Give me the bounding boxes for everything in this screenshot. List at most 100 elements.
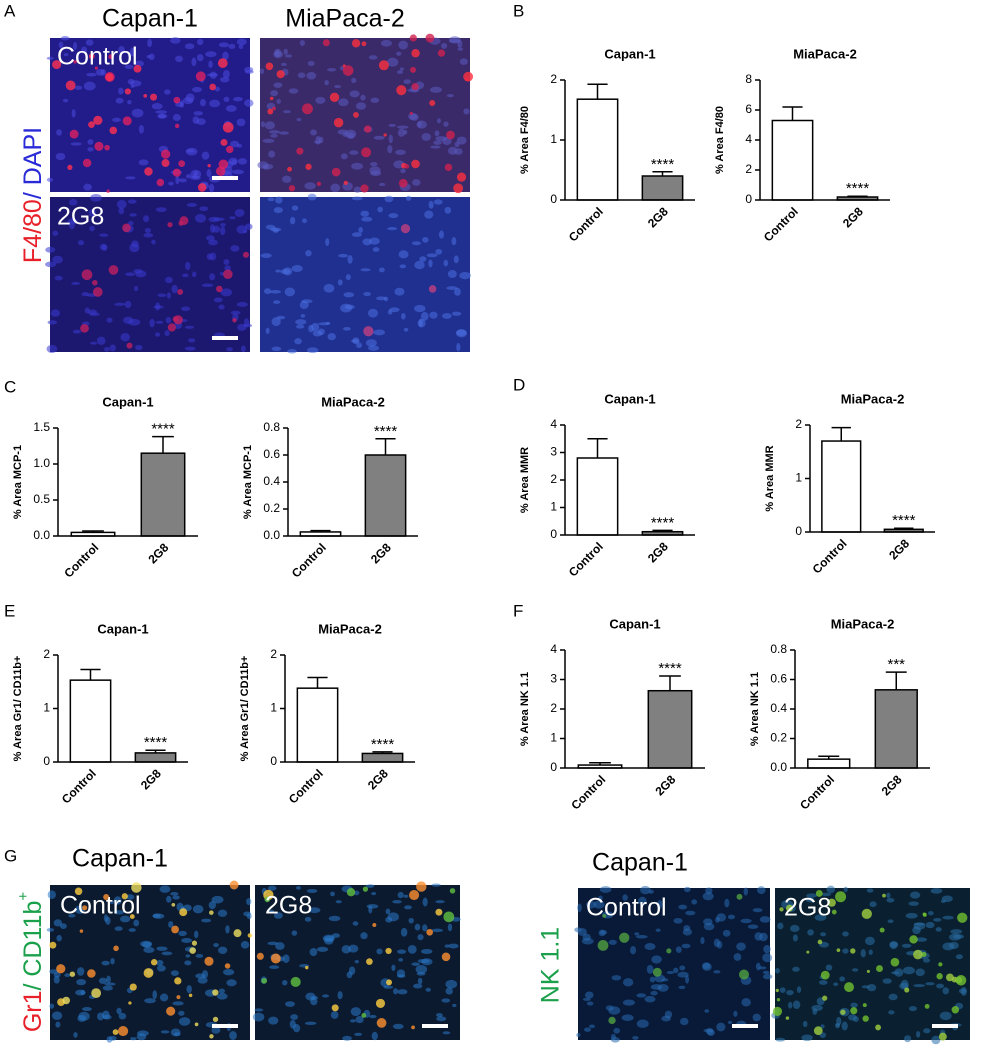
nucleus <box>356 342 363 349</box>
x-tick-label: 2G8 <box>886 536 912 562</box>
nucleus <box>118 207 125 215</box>
nucleus <box>304 1021 317 1025</box>
nucleus <box>888 993 898 1001</box>
stain-spot <box>247 933 253 938</box>
stain-spot <box>449 888 456 894</box>
stain-spot <box>175 123 180 129</box>
stain-spot <box>822 995 828 1001</box>
nucleus <box>259 68 265 75</box>
stain-spot <box>216 285 223 293</box>
nucleus <box>305 992 316 1001</box>
nucleus <box>170 891 179 896</box>
micrographs <box>45 33 970 1045</box>
stain-spot <box>74 887 83 896</box>
nucleus <box>156 965 166 972</box>
nucleus <box>148 53 155 61</box>
nucleus <box>942 915 954 920</box>
nucleus <box>208 183 215 193</box>
row-label: Control <box>57 43 138 71</box>
stain-spot <box>409 111 413 115</box>
x-tick-label: Control <box>566 539 606 579</box>
nucleus <box>426 253 438 258</box>
nucleus <box>621 1014 634 1022</box>
nucleus <box>84 307 90 314</box>
nucleus <box>68 913 76 918</box>
nucleus <box>679 965 686 971</box>
bar-chart: MiaPaca-2 % Area Gr1/ CD11b+ 0 1 2 Control ***… <box>239 621 415 807</box>
nucleus <box>369 237 380 245</box>
stain-spot <box>143 968 154 978</box>
nucleus <box>192 271 197 278</box>
stain-part: Gr1 <box>19 990 47 1032</box>
stain-spot <box>331 167 341 177</box>
nucleus <box>46 56 54 60</box>
column-title: Capan-1 <box>72 845 168 873</box>
stain-spot <box>597 940 609 951</box>
stain-spot <box>171 925 179 934</box>
nucleus <box>442 1031 451 1035</box>
stain-spot <box>103 893 110 901</box>
nucleus <box>348 944 359 953</box>
nucleus <box>104 982 116 986</box>
panel-label: A <box>4 1 16 20</box>
nucleus <box>238 44 244 49</box>
nucleus <box>414 260 425 270</box>
nucleus <box>220 288 233 297</box>
nucleus <box>338 253 349 258</box>
nucleus <box>133 919 140 927</box>
stain-spot <box>128 1001 132 1005</box>
nucleus <box>275 269 281 273</box>
stain-spot <box>80 323 89 333</box>
nucleus <box>272 228 279 233</box>
nucleus <box>608 939 617 945</box>
nucleus <box>685 910 696 916</box>
nucleus <box>338 98 349 107</box>
nucleus <box>75 989 86 996</box>
stain-spot <box>105 73 114 82</box>
nucleus <box>942 987 949 995</box>
nucleus <box>368 55 378 60</box>
nucleus <box>128 220 134 226</box>
nucleus <box>378 182 386 187</box>
nucleus <box>414 304 426 313</box>
stain-spot <box>178 160 186 168</box>
stain-spot <box>122 223 131 233</box>
nucleus <box>716 940 723 949</box>
nucleus <box>87 139 94 145</box>
nucleus <box>264 121 276 130</box>
stain-spot <box>366 958 373 965</box>
nucleus <box>586 900 597 909</box>
stain-spot <box>736 893 743 900</box>
stain-spot <box>882 893 886 898</box>
nucleus <box>610 1036 620 1043</box>
nucleus <box>788 1001 793 1009</box>
nucleus <box>271 346 282 351</box>
nucleus <box>908 901 919 906</box>
stain-spot <box>411 159 420 169</box>
nucleus <box>267 885 277 891</box>
nucleus <box>53 919 63 927</box>
nucleus <box>644 995 656 1003</box>
y-tick-label: 0 <box>43 754 50 768</box>
stain-spot <box>217 58 228 68</box>
nucleus <box>307 193 317 201</box>
bar <box>296 687 339 763</box>
nucleus <box>351 77 357 84</box>
stain-spot <box>946 973 954 982</box>
nucleus <box>223 259 230 266</box>
nucleus <box>650 990 658 996</box>
stain-spot <box>131 882 142 893</box>
row-label: 2G8 <box>57 203 104 231</box>
stain-spot <box>67 164 73 170</box>
nucleus <box>925 921 935 929</box>
stain-spot <box>361 1013 367 1018</box>
y-tick-label: 3 <box>550 672 557 686</box>
nucleus <box>703 918 713 926</box>
y-tick-label: 0 <box>550 527 557 541</box>
stain-spot <box>288 185 296 192</box>
stain-spot <box>921 951 927 957</box>
stain-spot <box>92 279 98 286</box>
nucleus <box>134 285 139 292</box>
nucleus <box>287 349 297 354</box>
column-title: Capan-1 <box>102 5 198 33</box>
